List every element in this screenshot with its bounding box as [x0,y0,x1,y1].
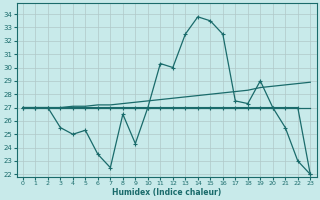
X-axis label: Humidex (Indice chaleur): Humidex (Indice chaleur) [112,188,221,197]
